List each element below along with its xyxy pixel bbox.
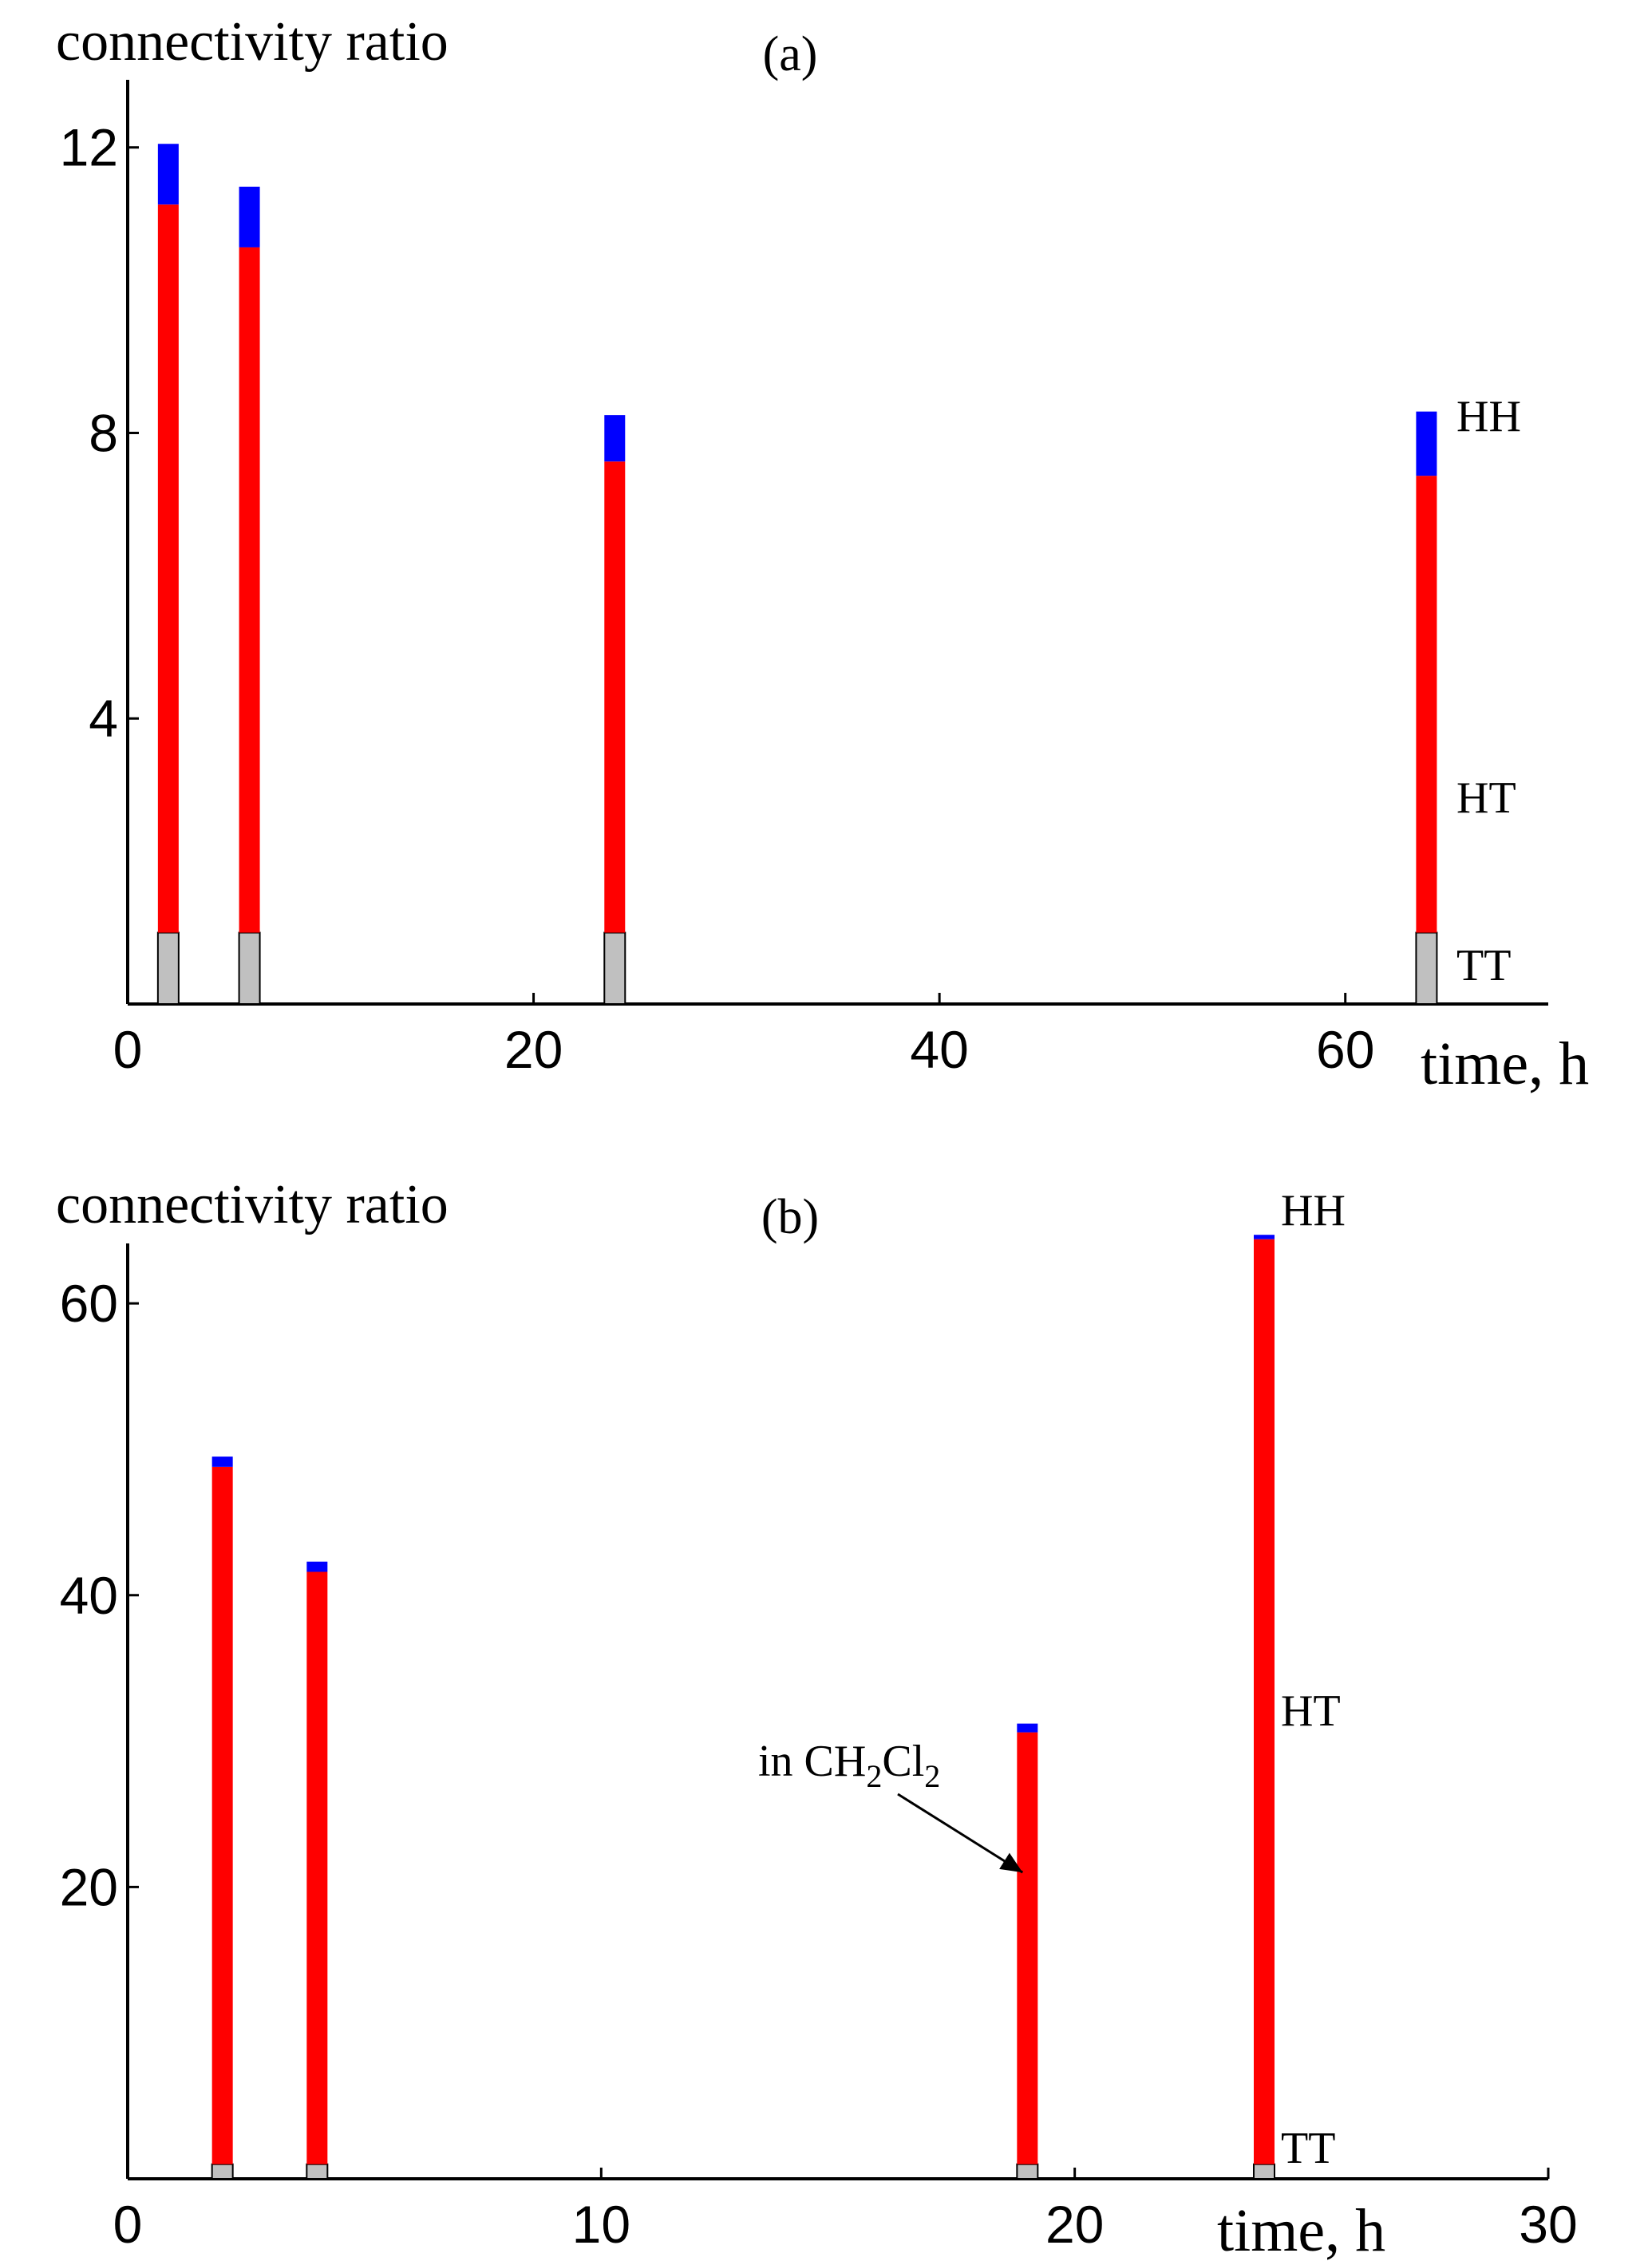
bar-hh — [239, 186, 260, 247]
bar-tt — [1016, 2163, 1039, 2180]
bar-hh — [1017, 1723, 1038, 1733]
series-label-ht: HT — [1281, 1686, 1341, 1736]
bar-ht — [306, 1571, 328, 2164]
series-label-hh: HH — [1456, 392, 1521, 441]
bar-tt — [211, 2163, 234, 2180]
annotation-label: in CH2Cl2 — [758, 1737, 940, 1794]
y-tick-label: 20 — [60, 1857, 118, 1916]
bar-tt — [156, 931, 180, 1006]
annotation-text: in CH — [758, 1737, 866, 1786]
bar-ht — [1254, 1239, 1275, 2164]
annotation-arrow — [897, 1793, 1024, 1874]
annotation-subscript: 2 — [924, 1758, 940, 1794]
bar-ht — [211, 1466, 233, 2164]
bar-hh — [604, 415, 626, 462]
bar-ht — [1017, 1732, 1038, 2164]
bar-hh — [1416, 411, 1437, 476]
x-tick-label: 20 — [1045, 2195, 1104, 2254]
bar-hh — [211, 1457, 233, 1467]
x-tick-label: 20 — [504, 1020, 563, 1079]
y-axis-title: connectivity ratio — [56, 1174, 449, 1235]
bar-tt — [306, 2163, 329, 2180]
y-tick-label: 4 — [89, 689, 118, 748]
y-tick-label: 40 — [60, 1566, 118, 1625]
y-tick-label: 60 — [60, 1274, 118, 1333]
bar-tt — [1415, 931, 1438, 1006]
bar-hh — [157, 144, 179, 205]
y-tick-label: 8 — [89, 403, 118, 462]
x-tick-label: 0 — [113, 2195, 143, 2254]
bar-ht — [239, 247, 260, 933]
panel-a: 0 20 40 60 4 8 12 connectivity ratio time, h (a) H… — [56, 11, 1589, 1097]
annotation-subscript: 2 — [866, 1758, 882, 1794]
x-axis-title: time, h — [1421, 1030, 1589, 1097]
bar-tt — [1253, 2163, 1275, 2180]
x-tick-label: 60 — [1316, 1020, 1374, 1079]
series-label-ht: HT — [1456, 773, 1516, 823]
x-tick-label: 10 — [572, 2195, 630, 2254]
series-label-tt: TT — [1281, 2124, 1335, 2173]
y-tick-label: 12 — [60, 118, 118, 177]
bar-hh — [1254, 1235, 1275, 1239]
x-axis-title: time, h — [1217, 2197, 1385, 2261]
bar-ht — [604, 461, 626, 933]
series-label-tt: TT — [1456, 941, 1511, 990]
x-tick-label: 30 — [1519, 2195, 1577, 2254]
bar-ht — [1416, 476, 1437, 933]
bar-hh — [306, 1561, 328, 1572]
panel-label: (a) — [763, 27, 818, 81]
x-tick-label: 40 — [910, 1020, 968, 1079]
series-label-hh: HH — [1281, 1186, 1346, 1235]
panel-label: (b) — [761, 1190, 819, 1244]
bar-ht — [157, 204, 179, 933]
panel-b: 0 10 20 30 20 40 60 connectivity ratio time, h (b… — [56, 1174, 1578, 2261]
annotation-text: Cl — [882, 1737, 924, 1786]
y-axis-title: connectivity ratio — [56, 11, 449, 73]
bar-tt — [603, 931, 626, 1006]
x-tick-label: 0 — [113, 1020, 143, 1079]
bar-tt — [238, 931, 261, 1006]
